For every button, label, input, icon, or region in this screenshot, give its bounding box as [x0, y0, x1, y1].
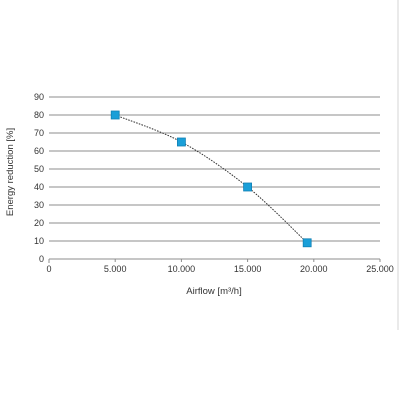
y-tick-label: 30 [34, 200, 44, 210]
y-axis-title: Energy reduction [%] [5, 128, 16, 216]
y-tick-label: 70 [34, 128, 44, 138]
data-point-1 [110, 110, 120, 120]
data-points [110, 110, 312, 248]
x-axis-title: Airflow [m³/h] [186, 286, 241, 297]
x-tick-label: 15.000 [234, 264, 262, 274]
trend-curve [115, 114, 308, 244]
x-tick-label: 20.000 [300, 264, 328, 274]
y-tick-label: 60 [34, 146, 44, 156]
y-tick-label: 20 [34, 218, 44, 228]
y-tick-labels: 0 10 20 30 40 50 60 70 80 90 [34, 92, 44, 264]
y-tick-label: 80 [34, 110, 44, 120]
data-point-2 [176, 137, 186, 147]
gridlines [49, 96, 380, 242]
trend-curve-group [115, 114, 308, 244]
data-point-3 [243, 182, 253, 192]
axes [48, 258, 381, 263]
x-tick-labels: 0 5.000 10.000 15.000 20.000 25.000 [46, 264, 393, 274]
x-tick-label: 0 [46, 264, 51, 274]
x-tick-label: 5.000 [104, 264, 127, 274]
x-tick-label: 25.000 [366, 264, 394, 274]
y-tick-label: 50 [34, 164, 44, 174]
data-point-4 [302, 238, 312, 248]
y-tick-label: 40 [34, 182, 44, 192]
y-tick-label: 90 [34, 92, 44, 102]
y-tick-label: 0 [39, 254, 44, 264]
x-tick-label: 10.000 [168, 264, 196, 274]
y-tick-label: 10 [34, 236, 44, 246]
